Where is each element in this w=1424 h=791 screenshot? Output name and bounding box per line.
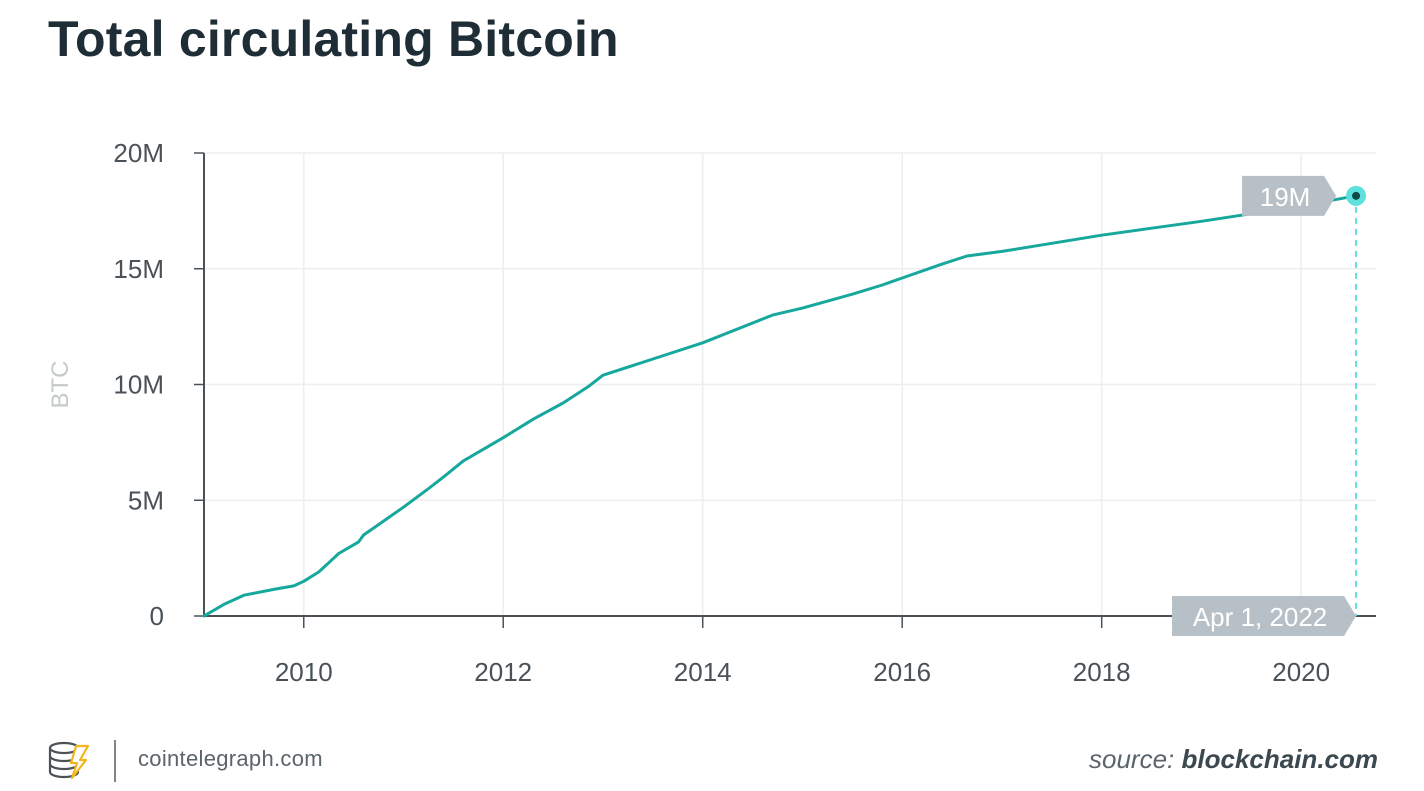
date-callout-label: Apr 1, 2022 xyxy=(1193,602,1327,632)
footer-source: source: blockchain.com xyxy=(1089,744,1378,775)
y-tick-label: 15M xyxy=(113,254,164,284)
value-callout xyxy=(1242,175,1337,216)
date-callout xyxy=(1172,596,1357,636)
x-tick-label: 2020 xyxy=(1272,657,1330,687)
footer-site-link[interactable]: cointelegraph.com xyxy=(138,746,323,771)
value-callout-label: 19M xyxy=(1260,182,1311,212)
chart-title: Total circulating Bitcoin xyxy=(48,11,619,67)
x-tick-label: 2016 xyxy=(873,657,931,687)
y-tick-label: 10M xyxy=(113,370,164,400)
x-tick-label: 2010 xyxy=(275,657,333,687)
x-tick-label: 2014 xyxy=(674,657,732,687)
x-tick-label: 2018 xyxy=(1073,657,1131,687)
y-tick-label: 5M xyxy=(128,485,164,515)
last-point-dot xyxy=(1352,191,1361,200)
source-prefix: source: xyxy=(1089,744,1175,774)
series-line xyxy=(202,194,1358,618)
footer-divider xyxy=(114,740,116,782)
coin-stack-lightning-icon xyxy=(48,741,90,780)
y-tick-label: 0 xyxy=(150,601,164,631)
source-name[interactable]: blockchain.com xyxy=(1181,744,1379,774)
x-tick-label: 2012 xyxy=(474,657,532,687)
y-axis-label: BTC xyxy=(47,361,74,409)
y-tick-label: 20M xyxy=(113,138,164,168)
